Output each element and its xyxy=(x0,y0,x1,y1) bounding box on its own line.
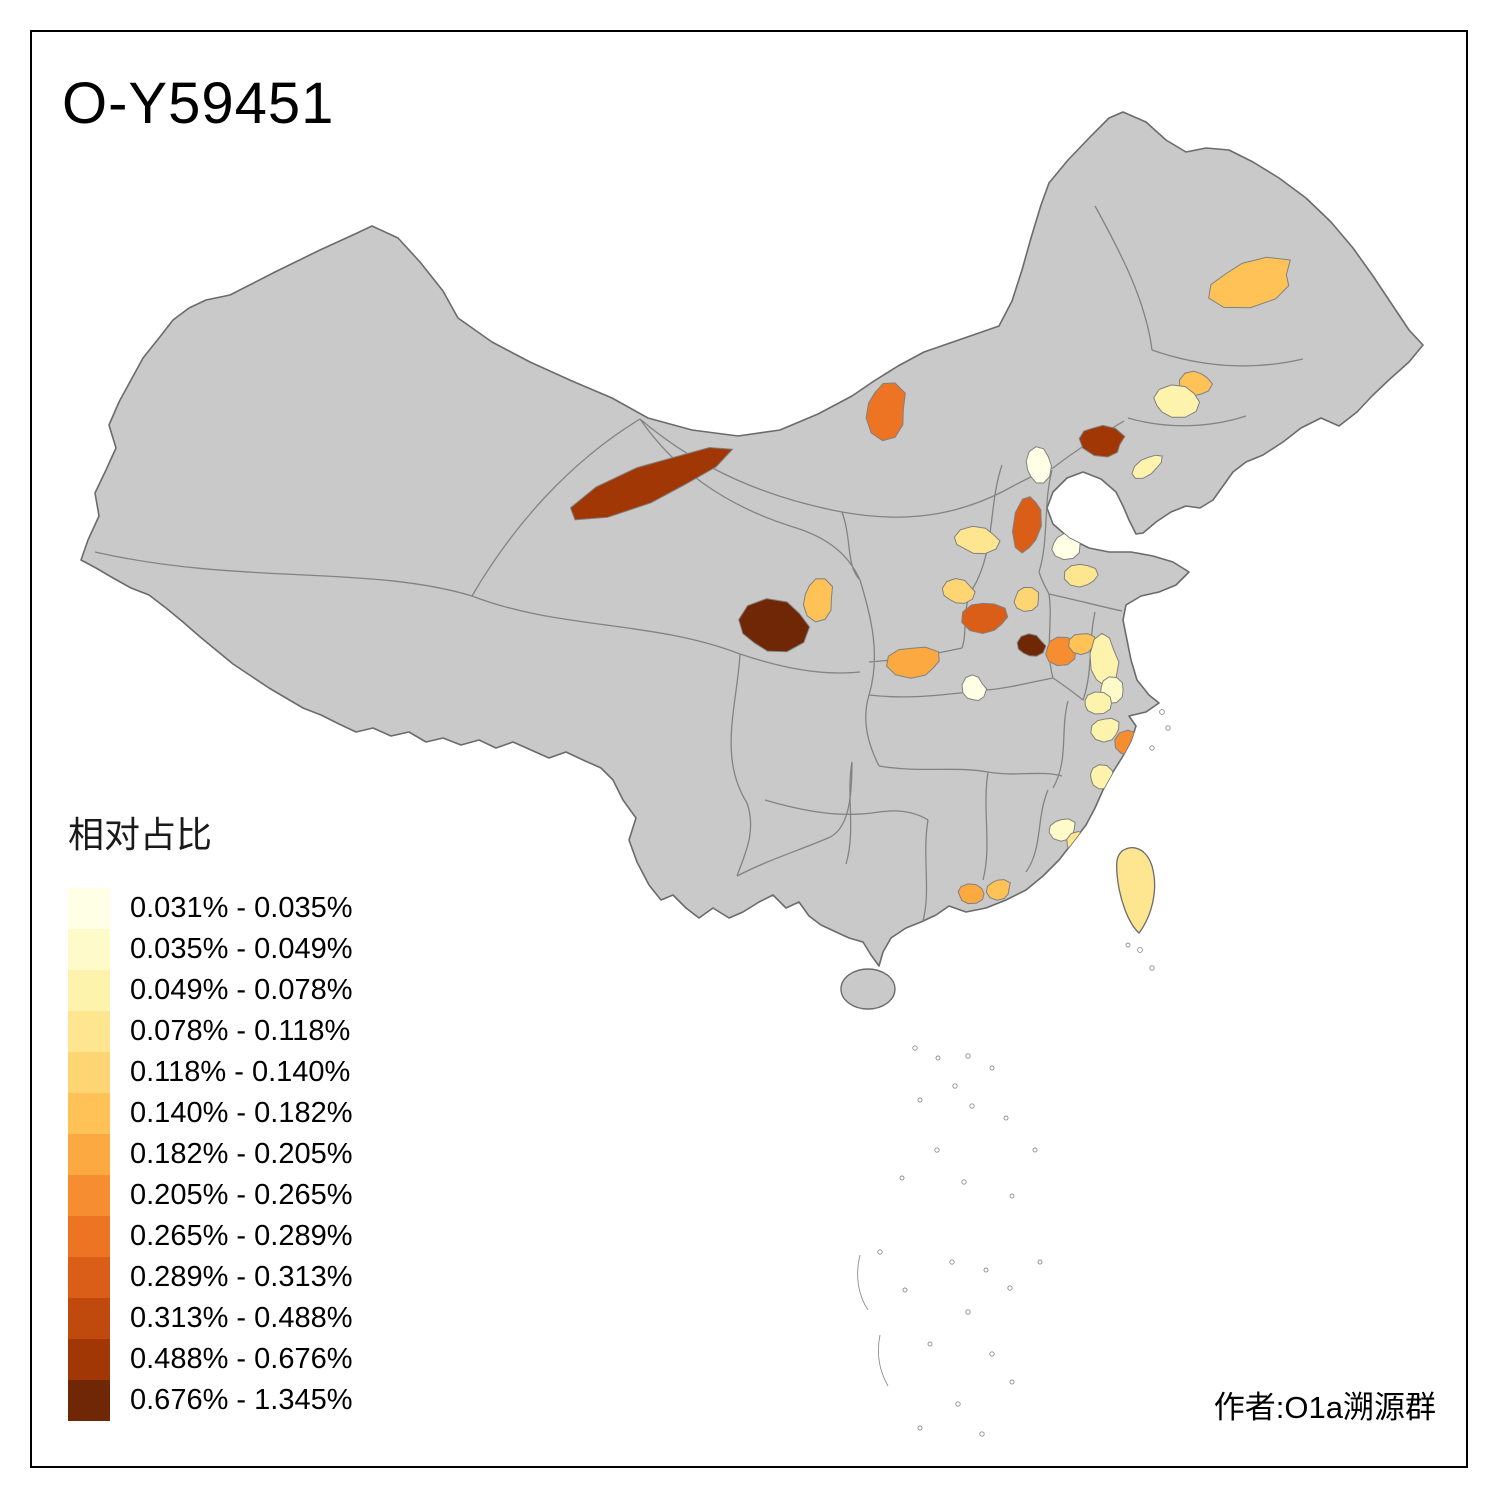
legend-row: 0.031% - 0.035% xyxy=(68,888,352,929)
legend-bin-label: 0.676% - 1.345% xyxy=(130,1384,353,1416)
map-region xyxy=(1013,586,1040,612)
legend-title: 相对占比 xyxy=(68,814,213,855)
legend-swatch xyxy=(68,1175,110,1216)
legend-swatch xyxy=(68,1052,110,1093)
legend-row: 0.078% - 0.118% xyxy=(68,1011,352,1052)
map-region xyxy=(1063,563,1099,588)
map-region xyxy=(1089,764,1115,790)
map-region xyxy=(1011,496,1042,554)
map-region xyxy=(957,883,985,905)
map-region xyxy=(953,525,1001,555)
legend-bin-label: 0.313% - 0.488% xyxy=(130,1302,353,1334)
legend-swatch xyxy=(68,1093,110,1134)
legend-row: 0.118% - 0.140% xyxy=(68,1052,352,1093)
legend-row: 0.140% - 0.182% xyxy=(68,1093,352,1134)
map-region xyxy=(941,577,976,604)
legend-swatch xyxy=(68,1298,110,1339)
map-region xyxy=(1068,633,1097,656)
legend-swatch xyxy=(68,970,110,1011)
map-region xyxy=(1084,691,1113,715)
legend-bin-label: 0.118% - 0.140% xyxy=(130,1056,351,1088)
legend: 相对占比 0.031% - 0.035% 0.035% - 0.049% 0.049… xyxy=(68,806,352,1421)
mainland-outline xyxy=(80,111,1424,967)
map-region xyxy=(802,578,834,623)
sea-islands xyxy=(857,709,1171,1437)
province-borders xyxy=(94,205,1304,922)
figure-title: O-Y59451 xyxy=(62,71,335,136)
map-region xyxy=(1131,454,1163,479)
legend-bin-label: 0.488% - 0.676% xyxy=(130,1343,353,1375)
legend-row: 0.265% - 0.289% xyxy=(68,1216,352,1257)
hainan-island xyxy=(840,968,896,1010)
map-region xyxy=(1208,256,1291,309)
legend-swatch xyxy=(68,888,110,929)
map-region xyxy=(1025,446,1053,484)
map-region xyxy=(985,879,1011,901)
legend-swatch xyxy=(68,1339,110,1380)
map-region xyxy=(1078,424,1126,458)
legend-row: 0.488% - 0.676% xyxy=(68,1339,352,1380)
legend-row: 0.035% - 0.049% xyxy=(68,929,352,970)
legend-bin-label: 0.035% - 0.049% xyxy=(130,933,353,965)
legend-row: 0.313% - 0.488% xyxy=(68,1298,352,1339)
legend-swatch xyxy=(68,1380,110,1421)
legend-swatch xyxy=(68,1257,110,1298)
map-region xyxy=(569,447,734,521)
taiwan-island xyxy=(1116,847,1156,934)
legend-swatch xyxy=(68,1134,110,1175)
map-region xyxy=(1066,830,1095,853)
legend-swatch xyxy=(68,1216,110,1257)
map-region xyxy=(1153,384,1201,418)
attribution: 作者:O1a溯源群 xyxy=(1213,1390,1436,1425)
map-region xyxy=(1016,633,1047,657)
legend-row: 0.182% - 0.205% xyxy=(68,1134,352,1175)
legend-swatch xyxy=(68,929,110,970)
map-region xyxy=(738,598,811,653)
legend-bin-label: 0.031% - 0.035% xyxy=(130,892,353,924)
map-region xyxy=(1090,717,1120,743)
legend-row: 0.676% - 1.345% xyxy=(68,1380,352,1421)
legend-swatch xyxy=(68,1011,110,1052)
legend-bin-label: 0.265% - 0.289% xyxy=(130,1220,353,1252)
map-region xyxy=(865,382,906,442)
legend-bin-label: 0.182% - 0.205% xyxy=(130,1138,353,1170)
legend-bin-label: 0.205% - 0.265% xyxy=(130,1179,353,1211)
legend-row: 0.049% - 0.078% xyxy=(68,970,352,1011)
legend-row: 0.205% - 0.265% xyxy=(68,1175,352,1216)
legend-bin-label: 0.289% - 0.313% xyxy=(130,1261,353,1293)
map-region xyxy=(961,674,988,702)
map-region xyxy=(961,602,1009,635)
legend-bin-label: 0.049% - 0.078% xyxy=(130,974,353,1006)
legend-bin-label: 0.078% - 0.118% xyxy=(130,1015,351,1047)
legend-row: 0.289% - 0.313% xyxy=(68,1257,352,1298)
map-region xyxy=(886,646,940,679)
legend-rows: 0.031% - 0.035% 0.035% - 0.049% 0.049% - 0… xyxy=(68,888,352,1421)
legend-bin-label: 0.140% - 0.182% xyxy=(130,1097,353,1129)
map-region xyxy=(1045,636,1077,667)
